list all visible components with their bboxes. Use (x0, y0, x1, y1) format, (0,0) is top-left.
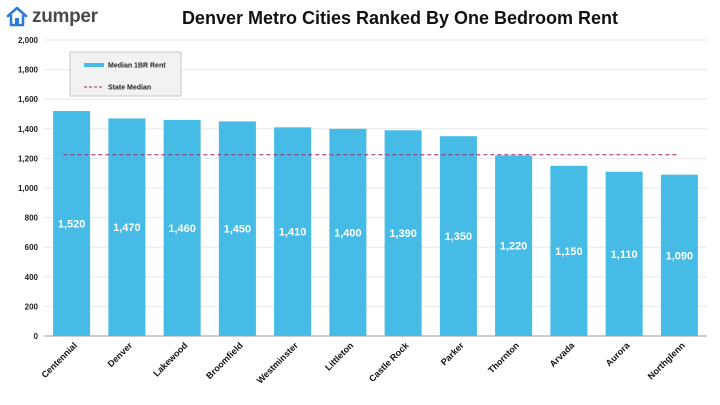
chart-title: Denver Metro Cities Ranked By One Bedroo… (181, 8, 619, 28)
data-label: 1,460 (168, 223, 196, 235)
bar (439, 136, 477, 336)
data-label: 1,400 (334, 227, 362, 239)
data-labels: 1,520 1,470 1,460 1,450 1,410 1,400 1,390 1,350… (58, 219, 693, 263)
bar (660, 174, 698, 336)
x-axis-labels: Centennial Denver Lakewood Broomfield Westmi… (39, 340, 686, 386)
y-tick-label: 800 (25, 214, 39, 223)
x-tick-label: Thornton (486, 340, 521, 375)
data-label: 1,390 (389, 228, 417, 240)
bar (384, 130, 422, 336)
bar (329, 128, 367, 336)
y-tick-label: 200 (25, 302, 39, 311)
legend-label-line: State Median (108, 85, 151, 92)
x-tick-label: Castle Rock (367, 340, 411, 384)
y-tick-label: 1,000 (18, 184, 39, 193)
gridlines (44, 39, 707, 337)
y-tick-label: 1,800 (18, 66, 39, 75)
data-label: 1,450 (224, 224, 252, 236)
data-label: 1,150 (555, 246, 583, 258)
y-axis-ticks: 0 200 400 600 800 1,000 1,200 1,400 1,600 1,800 2,… (18, 36, 39, 341)
bar (550, 165, 588, 336)
x-tick-label: Arvada (548, 340, 577, 369)
y-tick-label: 2,000 (18, 36, 39, 45)
x-tick-label: Centennial (39, 340, 79, 380)
x-tick-label: Denver (106, 340, 135, 369)
bar (163, 119, 201, 336)
x-tick-label: Parker (439, 340, 466, 367)
bar (218, 121, 256, 337)
legend: Median 1BR Rent State Median (69, 51, 182, 97)
legend-label-bars: Median 1BR Rent (108, 63, 166, 70)
y-tick-label: 1,400 (18, 125, 39, 134)
bars (53, 111, 698, 337)
legend-box (69, 51, 182, 97)
y-tick-label: 600 (25, 243, 39, 252)
y-tick-label: 1,200 (18, 154, 39, 163)
x-tick-label: Broomfield (204, 340, 245, 381)
bar (495, 155, 533, 336)
bar (53, 111, 91, 336)
x-tick-label: Aurora (604, 340, 633, 369)
x-tick-label: Westminster (255, 340, 301, 386)
y-tick-label: 1,600 (18, 95, 39, 104)
legend-swatch-bars (84, 63, 104, 67)
zumper-logo: zumper (6, 4, 98, 30)
x-tick-label: Littleton (323, 340, 355, 372)
x-tick-label: Northglenn (646, 340, 687, 381)
data-label: 1,220 (500, 241, 528, 253)
y-tick-label: 400 (25, 273, 39, 282)
y-tick-label: 0 (34, 332, 39, 341)
data-label: 1,110 (611, 249, 638, 261)
x-tick-label: Lakewood (151, 340, 189, 378)
bar (274, 127, 312, 336)
data-label: 1,090 (666, 250, 694, 262)
data-label: 1,350 (445, 231, 473, 243)
data-label: 1,410 (279, 227, 307, 239)
brand-name: zumper (32, 6, 98, 27)
house-icon (6, 6, 28, 27)
data-label: 1,520 (58, 219, 86, 231)
bar (605, 171, 643, 336)
data-label: 1,470 (113, 222, 141, 234)
